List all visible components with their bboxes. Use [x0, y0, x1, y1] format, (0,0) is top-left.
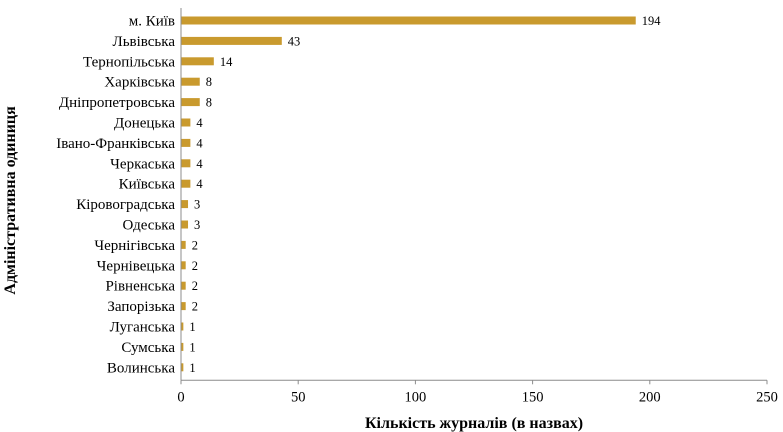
category-label: м. Київ	[129, 14, 175, 30]
data-label: 1	[189, 361, 195, 375]
category-label: Чернігівська	[94, 238, 175, 254]
category-label: Київська	[119, 177, 176, 193]
data-label: 1	[189, 320, 195, 334]
bar	[181, 179, 191, 188]
data-label: 4	[196, 116, 203, 130]
x-tick-label: 0	[177, 389, 184, 405]
x-tick-labels-group: 0 50 100 150 200 250	[177, 380, 778, 405]
bar	[181, 342, 184, 351]
bar	[181, 363, 184, 372]
category-label: Кіровоградська	[76, 197, 175, 213]
bar	[181, 281, 186, 290]
category-label: Волинська	[107, 360, 175, 376]
axes-group	[180, 8, 767, 381]
category-label: Запорізька	[107, 299, 175, 315]
bar	[181, 77, 200, 86]
data-label: 2	[192, 279, 198, 293]
bar	[181, 138, 191, 147]
data-label: 4	[196, 177, 203, 191]
bar	[181, 200, 189, 209]
data-label: 194	[642, 14, 662, 28]
data-label: 4	[196, 157, 203, 171]
y-axis-title: Адміністративна одиниця	[2, 106, 19, 295]
bar	[181, 322, 184, 331]
bar	[181, 159, 191, 168]
bars-group	[181, 16, 636, 372]
data-label: 2	[192, 300, 198, 314]
category-label: Черкаська	[110, 156, 175, 172]
bar	[181, 36, 282, 45]
category-label: Одеська	[122, 218, 175, 234]
category-label: Сумська	[121, 340, 175, 356]
category-label: Дніпропетровська	[59, 95, 175, 111]
x-axis-title: Кількість журналів (в назвах)	[365, 415, 583, 432]
category-label: Тернопільська	[83, 54, 175, 70]
category-labels-group: м. Київ Львівська Тернопільська Харківська Д…	[56, 14, 175, 377]
data-label: 8	[206, 96, 212, 110]
data-label: 3	[194, 218, 200, 232]
data-label: 4	[196, 136, 203, 150]
data-label: 43	[288, 34, 301, 48]
category-label: Львівська	[113, 34, 176, 50]
x-tick-label: 200	[639, 389, 661, 405]
category-label: Донецька	[114, 116, 175, 132]
data-label: 2	[192, 238, 198, 252]
bar	[181, 16, 636, 25]
data-label: 2	[192, 259, 198, 273]
bar	[181, 302, 186, 311]
bar	[181, 240, 186, 249]
x-tick-label: 250	[756, 389, 778, 405]
bar	[181, 98, 200, 107]
x-tick-label: 50	[291, 389, 306, 405]
category-label: Чернівецька	[97, 258, 176, 274]
data-label: 3	[194, 198, 200, 212]
data-label: 14	[220, 55, 233, 69]
x-tick-label: 100	[405, 389, 427, 405]
bar	[181, 220, 189, 229]
bar	[181, 57, 214, 66]
x-tick-label: 150	[522, 389, 544, 405]
bar	[181, 261, 186, 270]
category-label: Луганська	[110, 320, 176, 336]
category-label: Івано-Франківська	[56, 136, 175, 152]
category-label: Харківська	[104, 75, 175, 91]
data-label: 1	[189, 340, 195, 354]
data-label: 8	[206, 75, 212, 89]
category-label: Рівненська	[105, 279, 175, 295]
bar	[181, 118, 191, 127]
